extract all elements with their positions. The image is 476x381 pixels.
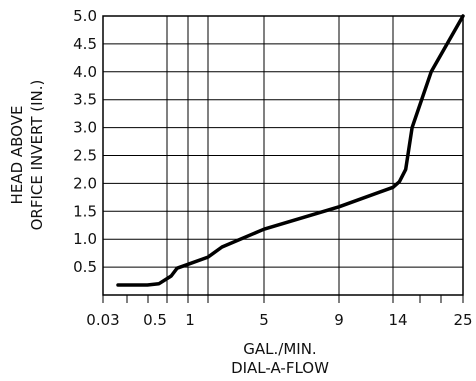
x-axis-title-line2: DIAL-A-FLOW	[231, 359, 329, 377]
y-tick-label-0: 0.5	[73, 258, 97, 276]
x-tick-label-2: 1	[185, 311, 195, 329]
y-tick-label-9: 5.0	[73, 7, 97, 25]
y-tick-label-1: 1.0	[73, 230, 97, 248]
plot-frame	[102, 15, 464, 296]
y-axis-title-line2: ORFICE INVERT (IN.)	[28, 80, 46, 231]
series-layer	[116, 14, 465, 287]
y-tick-label-6: 3.5	[73, 91, 97, 109]
x-tick-label-4: 9	[334, 311, 344, 329]
y-tick-label-8: 4.5	[73, 35, 97, 53]
y-tick-label-4: 2.5	[73, 147, 97, 165]
y-tick-label-7: 4.0	[73, 63, 97, 81]
label-layer: 0.5 1.0 1.5 2.0 2.5 3.0 3.5 4.0 4.5 5.0 0.03 0.5 1 5 9…	[73, 7, 472, 329]
y-axis-title-line1: HEAD ABOVE	[8, 106, 26, 205]
y-tick-label-5: 3.0	[73, 119, 97, 137]
series-line-0	[116, 14, 465, 287]
x-tick-label-5: 14	[388, 311, 407, 329]
x-tick-label-0: 0.03	[86, 311, 119, 329]
x-tick-label-1: 0.5	[143, 311, 167, 329]
y-tick-label-3: 2.0	[73, 174, 97, 192]
x-tick-label-6: 25	[453, 311, 472, 329]
x-tick-label-3: 5	[259, 311, 269, 329]
axis-layer	[102, 15, 464, 303]
x-axis-title-line1: GAL./MIN.	[243, 340, 316, 358]
y-tick-label-2: 1.5	[73, 202, 97, 220]
